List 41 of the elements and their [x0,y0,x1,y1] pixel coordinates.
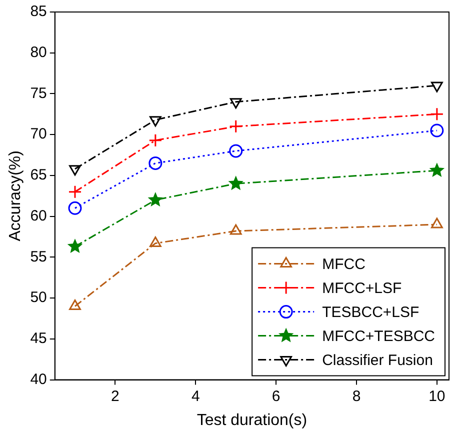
y-tick-label: 45 [30,330,47,348]
legend-label: MFCC [322,256,366,273]
point [148,192,164,206]
point [148,134,162,148]
point [430,82,443,92]
point [68,201,82,215]
x-tick-label: 10 [428,388,446,405]
y-axis-title: Accuracy(%) [7,150,24,242]
x-tick-label: 2 [111,388,120,405]
y-tick-label: 40 [30,370,47,388]
legend-label: MFCC+TESBCC [322,328,436,345]
x-tick-label: 8 [352,388,361,405]
y-tick-label: 65 [30,166,47,184]
point [230,224,242,235]
point [429,162,445,178]
point [69,299,81,310]
point [149,236,162,248]
y-tick-label: 55 [30,248,47,266]
x-tick-label: 6 [272,388,280,405]
legend-label: TESBCC+LSF [322,304,420,321]
y-tick-label: 60 [30,207,47,224]
point [148,156,162,170]
point [430,107,444,121]
point [68,185,82,199]
point [67,238,83,254]
y-tick-label: 85 [30,3,47,20]
legend-label: MFCC+LSF [322,280,402,297]
y-tick-label: 50 [30,289,47,306]
point [229,144,243,158]
point [430,124,444,138]
legend-label: Classifier Fusion [322,352,433,369]
y-tick-label: 75 [30,84,47,102]
y-tick-label: 70 [30,126,47,143]
point [228,176,244,190]
point [149,116,162,127]
point [229,120,243,134]
x-tick-label: 4 [191,388,200,405]
point [230,98,242,109]
point [430,218,443,228]
y-tick-label: 80 [30,44,47,62]
x-axis-title: Test duration(s) [196,412,308,429]
